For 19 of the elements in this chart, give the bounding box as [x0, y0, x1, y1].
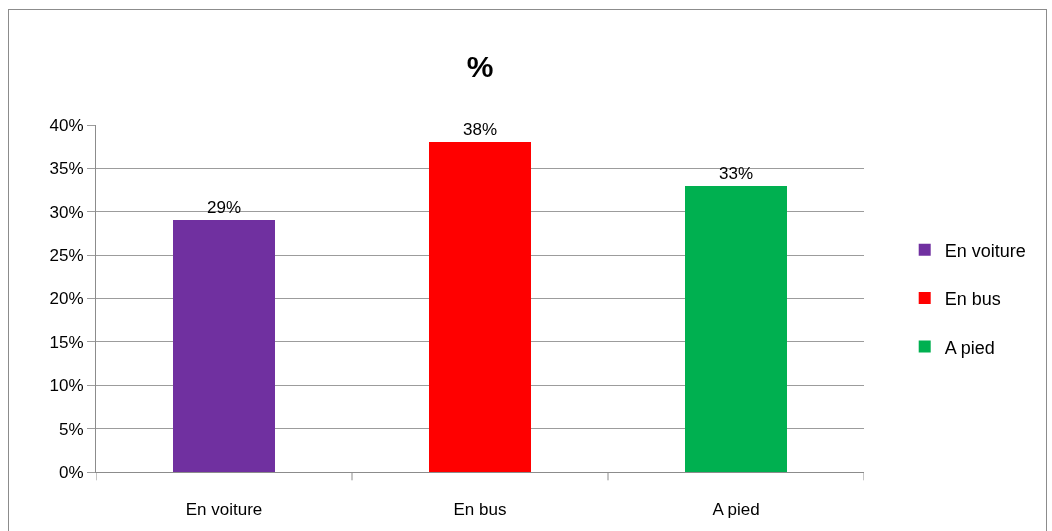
- y-tick-label: 35%: [49, 159, 84, 179]
- data-label: 38%: [462, 120, 498, 140]
- data-label: 29%: [206, 198, 242, 218]
- y-tick-label: 0%: [59, 462, 84, 482]
- x-tick-label: A pied: [712, 500, 760, 520]
- data-label: 33%: [718, 163, 754, 183]
- x-tick-label: En bus: [453, 500, 507, 520]
- y-tick-label: 40%: [49, 115, 84, 135]
- y-tick-label: 10%: [49, 376, 84, 396]
- chart-title: %: [466, 49, 494, 83]
- x-tick-label: En voiture: [185, 500, 263, 520]
- legend-label: A pied: [944, 337, 995, 358]
- y-tick-label: 20%: [49, 289, 84, 309]
- y-tick-label: 5%: [59, 419, 84, 439]
- y-tick-label: 15%: [49, 332, 84, 352]
- y-tick-label: 25%: [49, 246, 84, 266]
- legend-label: En bus: [944, 289, 1001, 310]
- legend-label: En voiture: [944, 240, 1026, 261]
- y-tick-label: 30%: [49, 202, 84, 222]
